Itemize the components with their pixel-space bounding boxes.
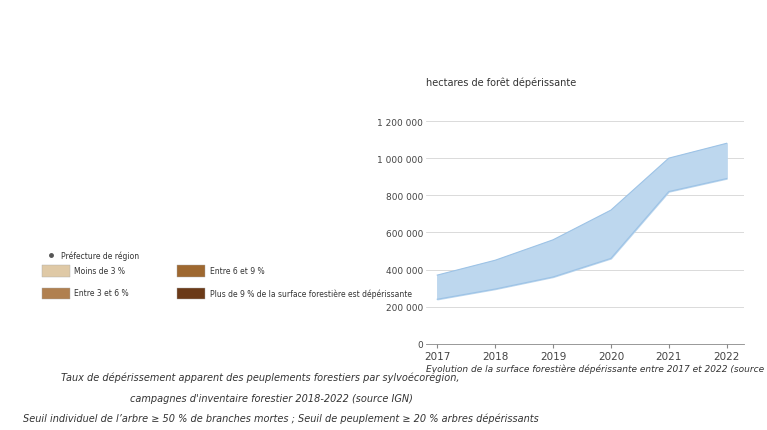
Text: Moins de 3 %: Moins de 3 % <box>74 267 125 275</box>
Text: Préfecture de région: Préfecture de région <box>61 251 140 261</box>
Text: Entre 6 et 9 %: Entre 6 et 9 % <box>209 267 265 275</box>
Text: Plus de 9 % de la surface forestière est dépérissante: Plus de 9 % de la surface forestière est… <box>209 289 412 298</box>
Text: Taux de dépérissement apparent des peuplements forestiers par sylvoécorégion,: Taux de dépérissement apparent des peupl… <box>61 372 460 382</box>
Bar <box>42 288 70 299</box>
Text: Evolution de la surface forestière dépérissante entre 2017 et 2022 (source IGN): Evolution de la surface forestière dépér… <box>426 363 767 373</box>
Text: Seuil individuel de l’arbre ≥ 50 % de branches mortes ; Seuil de peuplement ≥ 20: Seuil individuel de l’arbre ≥ 50 % de br… <box>23 413 538 423</box>
Bar <box>177 288 205 299</box>
Bar <box>177 266 205 277</box>
Text: Entre 3 et 6 %: Entre 3 et 6 % <box>74 289 128 298</box>
Text: hectares de forêt dépérissante: hectares de forêt dépérissante <box>426 78 576 88</box>
Text: campagnes d'inventaire forestier 2018-2022 (source IGN): campagnes d'inventaire forestier 2018-20… <box>130 393 413 403</box>
Bar <box>42 266 70 277</box>
